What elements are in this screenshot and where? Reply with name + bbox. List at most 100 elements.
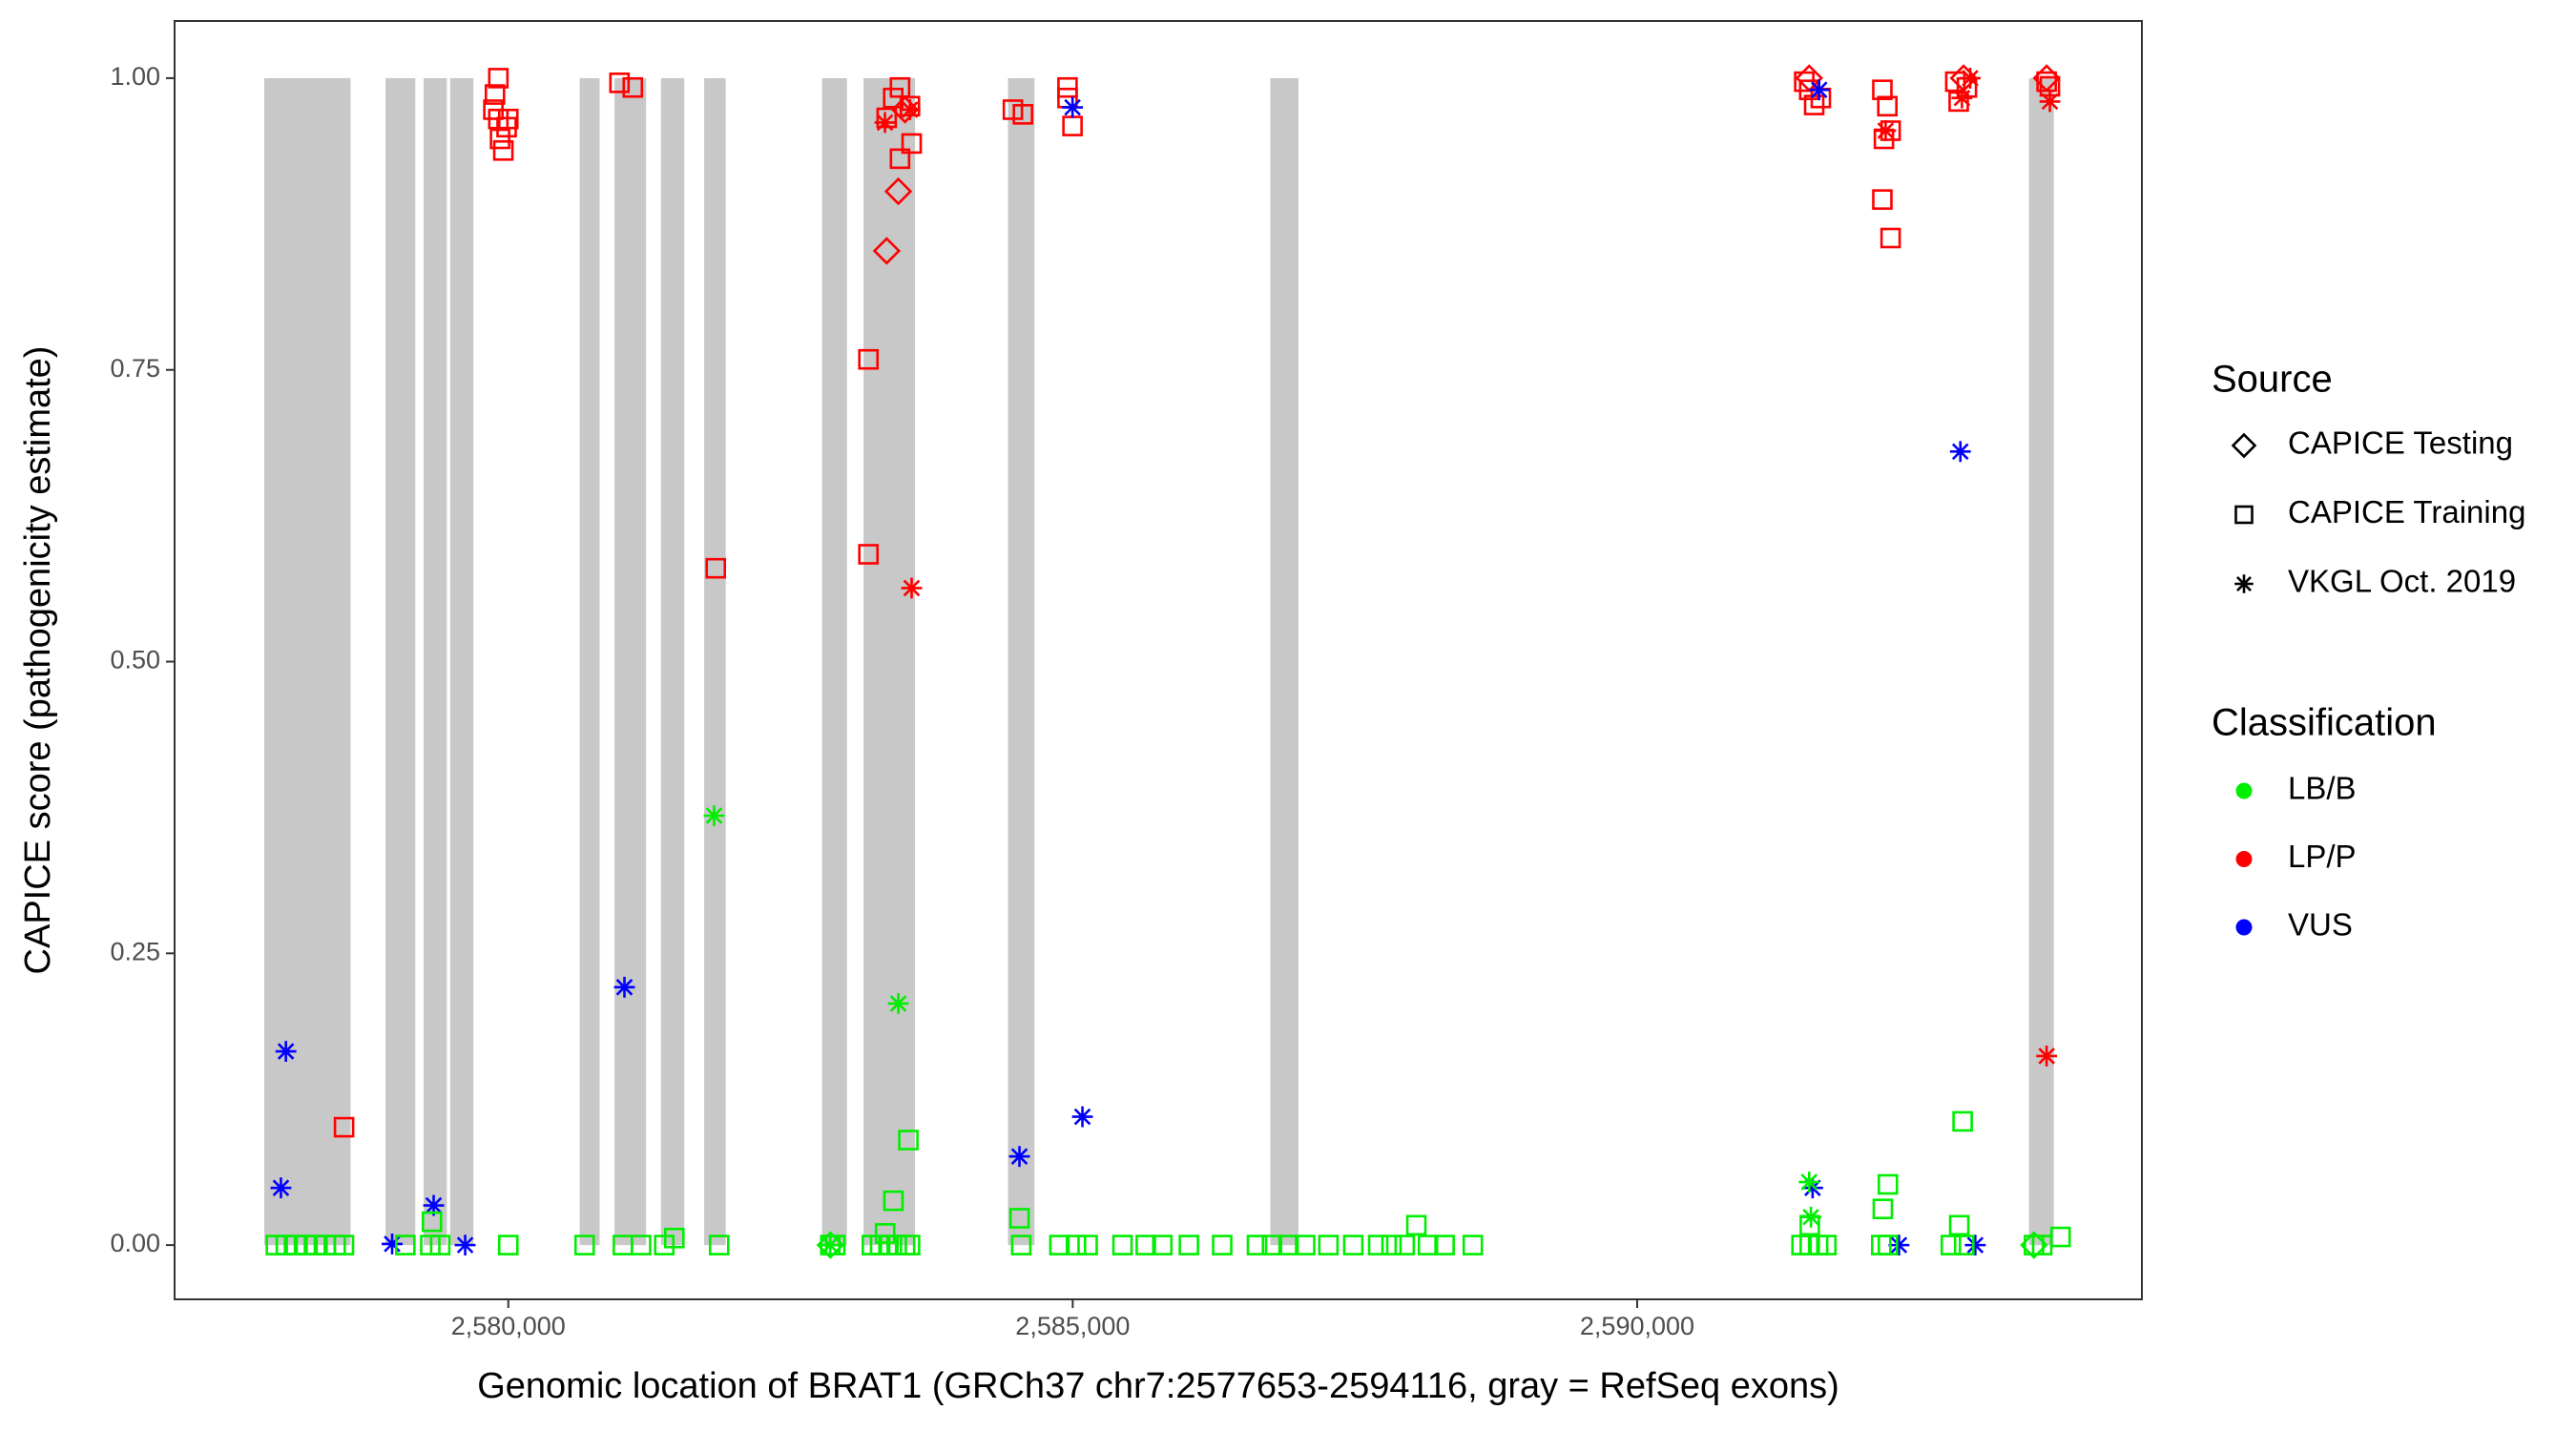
exon-band	[614, 77, 647, 1246]
point	[488, 68, 509, 89]
exon-band	[1008, 77, 1035, 1246]
exon-band	[821, 77, 847, 1246]
point	[1877, 95, 1898, 117]
legend-symbol	[2235, 851, 2253, 867]
point	[1953, 1234, 1975, 1255]
y-tick-label: 0.50	[110, 646, 160, 674]
point	[1381, 1234, 1402, 1255]
point	[275, 1041, 297, 1062]
point	[1952, 1110, 1973, 1132]
point	[1877, 1234, 1899, 1255]
point	[858, 544, 880, 565]
point	[270, 1177, 292, 1199]
point	[421, 1211, 443, 1233]
legend-symbol	[2235, 782, 2253, 799]
legend-title: Source	[2212, 359, 2333, 401]
point	[876, 107, 898, 129]
point	[1077, 1234, 1098, 1255]
legend-label: LP/P	[2288, 839, 2357, 874]
x-tick-label: 2,590,000	[1580, 1312, 1694, 1340]
point	[382, 1233, 403, 1255]
point	[484, 84, 506, 105]
exon-band	[385, 77, 416, 1246]
point	[2039, 91, 2061, 113]
point	[2032, 64, 2061, 93]
point	[1949, 64, 1978, 93]
point	[883, 1190, 904, 1212]
point	[1367, 1234, 1389, 1255]
point	[1948, 1214, 1970, 1236]
point	[1012, 104, 1033, 125]
point	[1872, 1198, 1894, 1220]
point	[899, 99, 921, 120]
point	[489, 128, 510, 150]
point	[1875, 120, 1897, 141]
point	[708, 1234, 730, 1255]
point	[816, 1231, 844, 1259]
point	[1008, 1146, 1030, 1168]
point	[900, 1234, 921, 1255]
legend-label: VKGL Oct. 2019	[2288, 564, 2516, 599]
point	[1940, 1234, 1962, 1255]
x-tick-label: 2,585,000	[1015, 1312, 1130, 1340]
exon-band	[579, 77, 600, 1246]
point	[1318, 1234, 1340, 1255]
point	[1071, 1106, 1093, 1128]
point	[454, 1234, 476, 1256]
point	[1949, 441, 1971, 463]
point	[631, 1234, 652, 1255]
point	[898, 1130, 919, 1151]
point	[496, 116, 517, 138]
point	[1212, 1234, 1233, 1255]
point	[883, 176, 913, 206]
point	[1111, 1234, 1133, 1255]
point	[1888, 1234, 1910, 1256]
point	[1062, 96, 1084, 118]
point	[1960, 68, 1981, 89]
exon-band	[660, 77, 685, 1246]
point	[333, 1234, 355, 1255]
point	[429, 1234, 451, 1255]
point	[889, 148, 911, 170]
point	[703, 805, 725, 826]
point	[423, 1194, 445, 1216]
legend-label: CAPICE Testing	[2288, 425, 2513, 461]
point	[820, 1234, 841, 1256]
point	[1246, 1234, 1268, 1255]
legend-label: VUS	[2288, 907, 2353, 943]
point	[1417, 1234, 1439, 1255]
exon-band	[2028, 77, 2054, 1246]
legend-symbol	[2235, 919, 2253, 936]
point	[1049, 1234, 1070, 1255]
point	[2049, 1226, 2071, 1248]
point	[1342, 1234, 1364, 1255]
point	[1872, 79, 1893, 100]
point	[1057, 76, 1078, 98]
point	[1877, 1173, 1899, 1195]
x-tick-label: 2,580,000	[451, 1312, 566, 1340]
point	[824, 1234, 846, 1255]
point	[858, 348, 880, 370]
exon-band	[424, 77, 447, 1246]
point	[1010, 1234, 1032, 1255]
exon-band	[704, 77, 726, 1246]
y-tick-label: 0.75	[110, 354, 160, 383]
point	[1178, 1234, 1199, 1255]
legend-symbol	[2234, 574, 2254, 593]
point	[1799, 1214, 1820, 1236]
point	[1278, 1234, 1299, 1255]
point	[874, 112, 896, 134]
point	[2020, 1231, 2048, 1259]
exon-band	[863, 77, 916, 1246]
point	[1152, 1234, 1174, 1255]
x-axis-title: Genomic location of BRAT1 (GRCh37 chr7:2…	[477, 1366, 1839, 1406]
legend-label: CAPICE Training	[2288, 494, 2525, 529]
point	[1394, 1234, 1416, 1255]
y-tick-label: 0.00	[110, 1229, 160, 1257]
point	[1798, 1172, 1820, 1192]
point	[1964, 1234, 1986, 1256]
legend-label: LB/B	[2288, 771, 2357, 806]
exon-band	[263, 77, 351, 1246]
exon-band	[449, 77, 474, 1246]
